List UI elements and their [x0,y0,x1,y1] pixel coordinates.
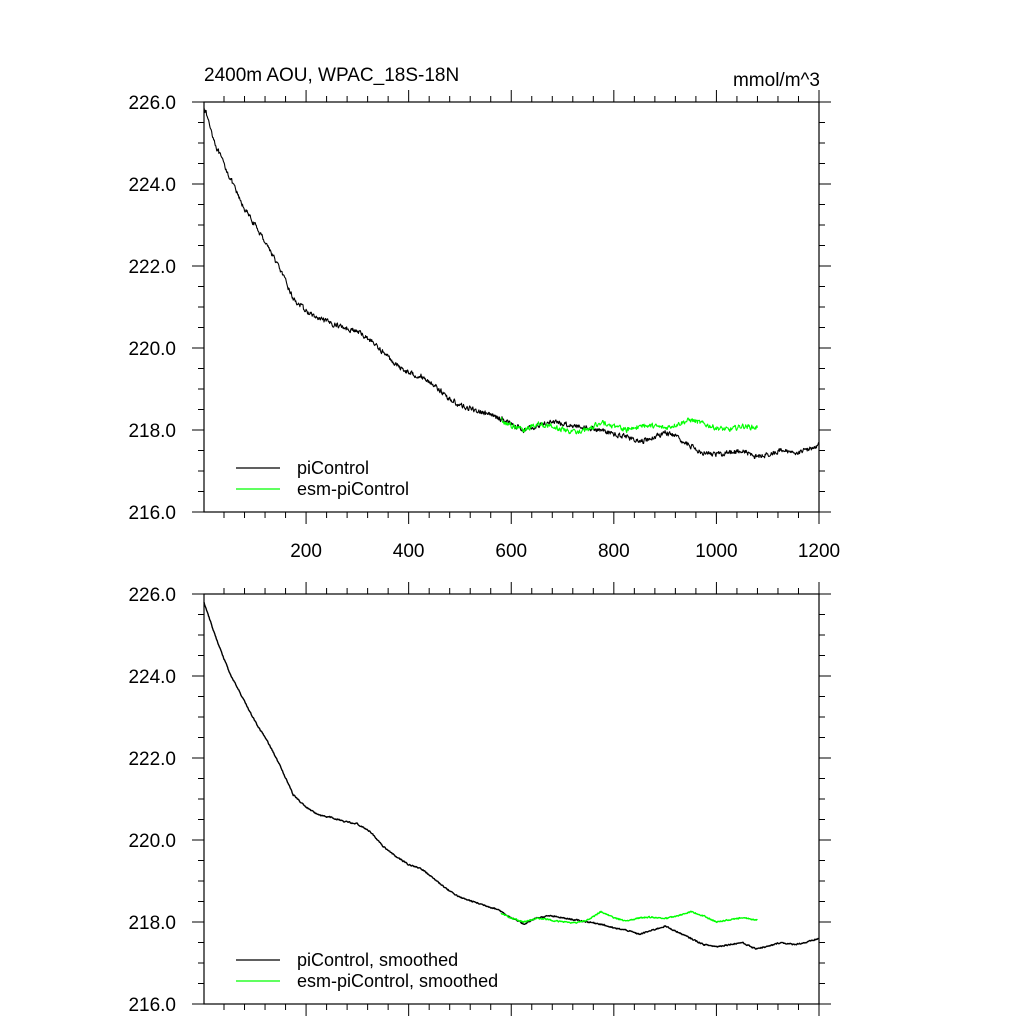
x-tick-label: 200 [290,541,322,562]
x-tick-label: 800 [598,541,630,562]
y-tick-label: 216.0 [128,503,176,524]
y-tick-label: 218.0 [128,421,176,442]
chart-title: 2400m AOU, WPAC_18S-18N [204,65,459,86]
x-tick-label: 600 [495,541,527,562]
y-tick-label: 222.0 [128,257,176,278]
y-tick-label: 226.0 [128,93,176,114]
x-tick-label: 1200 [798,541,840,562]
series-line-esm-picontrol [500,417,758,435]
legend-label: piControl, smoothed [297,950,458,970]
y-tick-label: 222.0 [128,749,176,770]
y-tick-label: 220.0 [128,831,176,852]
series-line-esm-picontrol-smoothed [500,910,758,924]
x-tick-label: 1000 [695,541,737,562]
y-tick-label: 220.0 [128,339,176,360]
legend-label: esm-piControl [297,479,409,499]
legend-label: piControl [297,458,369,478]
legend-label: esm-piControl, smoothed [297,971,498,991]
y-tick-label: 226.0 [128,585,176,606]
units-label: mmol/m^3 [733,70,820,91]
plot-frame [203,593,820,1005]
y-tick-label: 216.0 [128,995,176,1016]
panel-top: 216.0 218.0 220.0 222.0 224.0 226.0 200 400 600 8… [128,90,840,562]
series-line-picontrol [203,107,820,460]
x-tick-label: 400 [393,541,425,562]
panel-bottom: 216.0 218.0 220.0 222.0 224.0 226.0 piControl,… [128,582,831,1016]
y-tick-label: 224.0 [128,667,176,688]
y-tick-label: 218.0 [128,913,176,934]
series-line-picontrol-smoothed [203,602,820,950]
y-tick-label: 224.0 [128,175,176,196]
